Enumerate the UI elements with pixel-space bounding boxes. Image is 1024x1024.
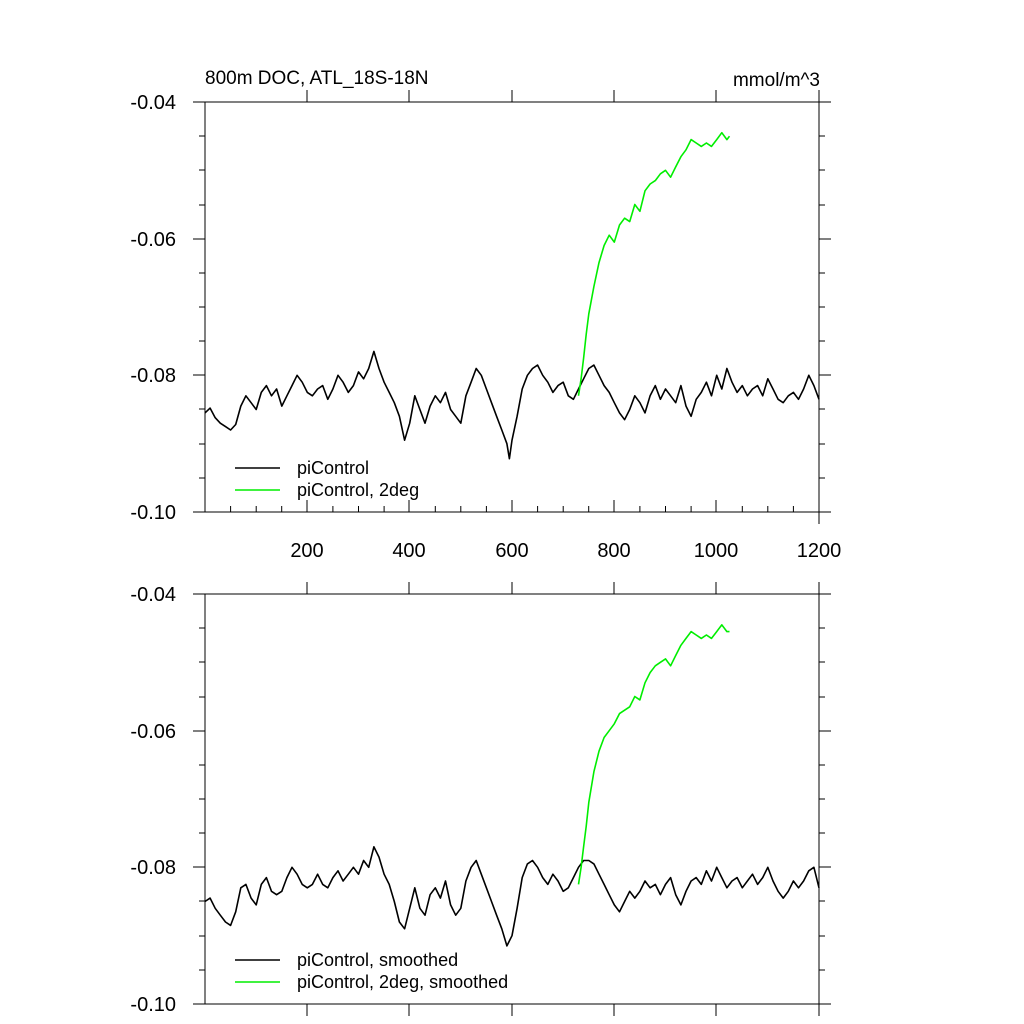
series-line-picontrol-2deg-smoothed <box>577 624 730 885</box>
x-minor-ticks <box>230 506 794 512</box>
y-tick-label: -0.04 <box>130 584 176 606</box>
y-minor-ticks <box>199 135 825 479</box>
x-tick-label: 600 <box>495 540 528 562</box>
plot-frame <box>204 593 820 1005</box>
series-line-picontrol <box>204 350 820 460</box>
plot-frame <box>204 101 820 513</box>
y-tick-label: -0.06 <box>130 721 176 743</box>
panel-top: 800m DOC, ATL_18S-18N mmol/m^3 <box>130 68 841 562</box>
x-ticks <box>306 582 820 1016</box>
y-tick-label: -0.08 <box>130 365 176 387</box>
panel-bottom: -0.04 -0.06 -0.08 -0.10 piControl, smoot… <box>130 582 831 1016</box>
x-ticks <box>306 90 820 524</box>
units-label: mmol/m^3 <box>733 70 820 91</box>
x-tick-label: 400 <box>392 540 425 562</box>
series-line-picontrol-2deg <box>577 131 731 396</box>
y-ticks <box>193 101 831 513</box>
x-tick-labels: 200 400 600 800 1000 1200 <box>290 540 841 562</box>
legend-label-picontrol-smoothed: piControl, smoothed <box>297 950 458 970</box>
series-line-picontrol-smoothed <box>204 846 820 947</box>
legend-label-picontrol-2deg: piControl, 2deg <box>297 480 419 500</box>
y-tick-label: -0.10 <box>130 994 176 1016</box>
legend-label-picontrol: piControl <box>297 458 369 478</box>
legend-label-picontrol-2deg-smoothed: piControl, 2deg, smoothed <box>297 972 508 992</box>
y-tick-label: -0.04 <box>130 92 176 114</box>
x-tick-label: 1000 <box>694 540 739 562</box>
chart-title: 800m DOC, ATL_18S-18N <box>205 68 429 89</box>
y-tick-label: -0.06 <box>130 229 176 251</box>
y-minor-ticks <box>199 627 825 971</box>
x-tick-label: 1200 <box>797 540 842 562</box>
legend: piControl, smoothed piControl, 2deg, smo… <box>235 950 508 992</box>
y-tick-labels: -0.04 -0.06 -0.08 -0.10 <box>130 92 176 524</box>
x-tick-label: 800 <box>597 540 630 562</box>
legend: piControl piControl, 2deg <box>235 458 419 500</box>
y-tick-labels: -0.04 -0.06 -0.08 -0.10 <box>130 584 176 1016</box>
y-tick-label: -0.08 <box>130 857 176 879</box>
x-tick-label: 200 <box>290 540 323 562</box>
y-ticks <box>193 593 831 1005</box>
y-tick-label: -0.10 <box>130 502 176 524</box>
